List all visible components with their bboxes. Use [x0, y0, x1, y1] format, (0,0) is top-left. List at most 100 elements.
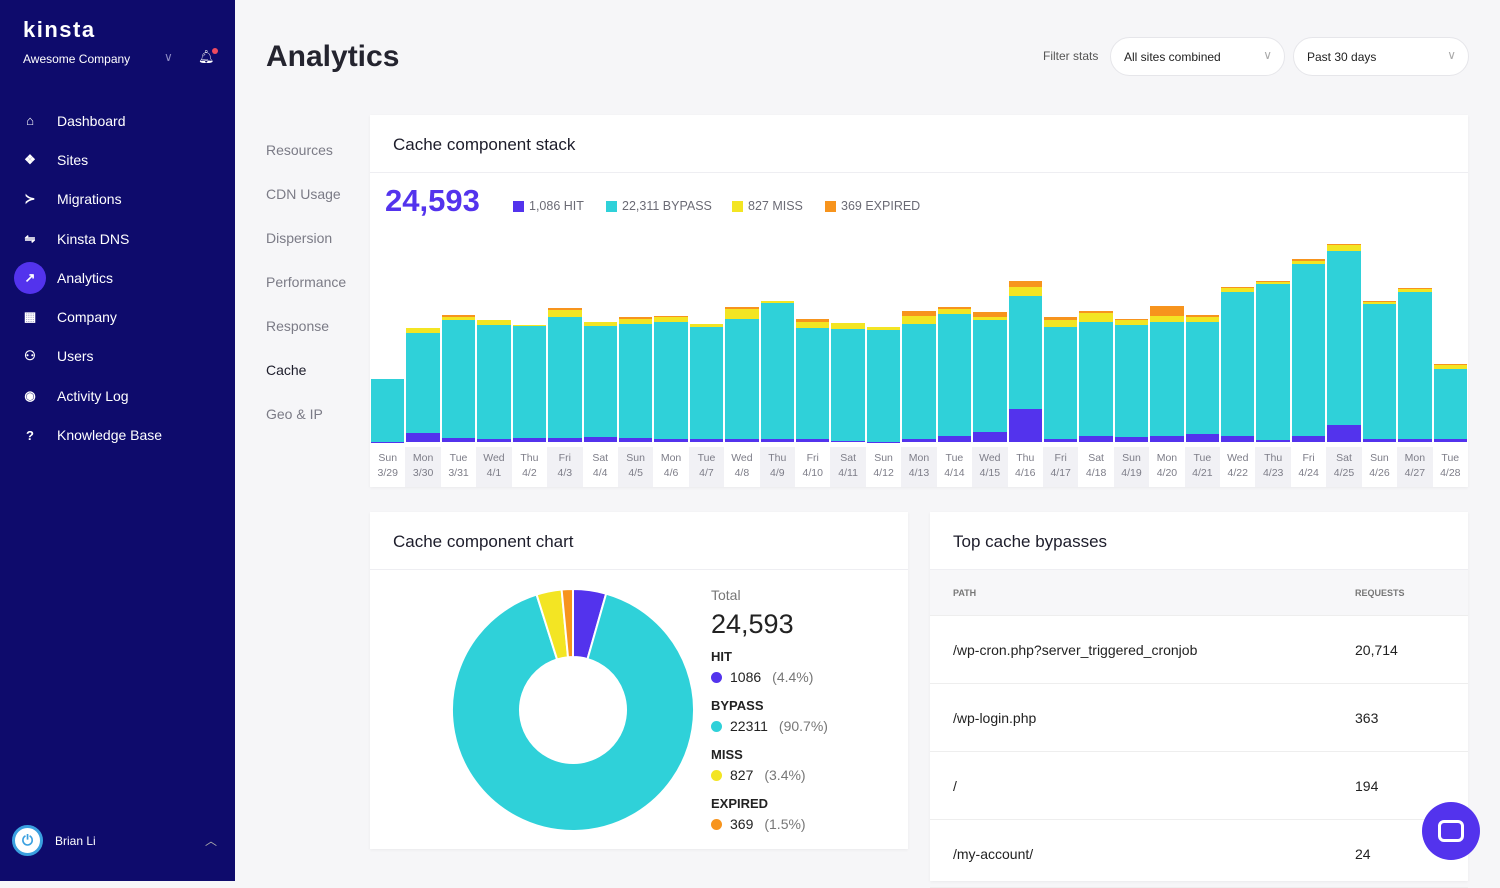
sidebar-item-activity-log[interactable]: ◉ Activity Log [0, 376, 235, 415]
bar-4/5[interactable] [618, 316, 653, 442]
bar-4/14[interactable] [937, 306, 972, 442]
legend-hit: 1,086 HIT [513, 199, 584, 213]
date-range-value: Past 30 days [1307, 50, 1377, 64]
row-requests: 363 [1355, 710, 1379, 726]
tick-day: Tue [1193, 452, 1212, 464]
sidebar-item-dashboard[interactable]: ⌂ Dashboard [0, 101, 235, 140]
tick-date: 4/19 [1121, 467, 1142, 479]
donut-slice-expired[interactable] [560, 587, 574, 659]
bar-4/15[interactable] [973, 311, 1007, 442]
sidebar-item-analytics[interactable]: ↗ Analytics [0, 258, 235, 297]
bar-4/23[interactable] [1256, 281, 1290, 442]
tab-resources[interactable]: Resources [266, 142, 333, 158]
segment-percent: (3.4%) [764, 767, 806, 783]
bar-segment-bypass [1150, 321, 1184, 436]
tick-date: 3/30 [412, 467, 434, 479]
bar-4/12[interactable] [866, 327, 901, 442]
tab-dispersion[interactable]: Dispersion [266, 230, 333, 246]
tab-performance[interactable]: Performance [266, 274, 347, 290]
bar-4/18[interactable] [1079, 310, 1113, 442]
donut-slice-bypass[interactable] [451, 592, 695, 832]
col-path: PATH [953, 588, 977, 598]
bar-4/20[interactable] [1150, 305, 1184, 442]
bar-segment-bypass [1221, 291, 1255, 436]
user-menu[interactable]: ⏻ Brian Li [12, 825, 96, 856]
bar-segment-bypass [406, 332, 440, 433]
x-tick-label: Sat 4/18 [1078, 447, 1113, 487]
table-row[interactable]: /wp-cron.php?server_triggered_cronjob 20,… [930, 616, 1468, 684]
tick-day: Thu [520, 452, 539, 464]
sidebar-item-migrations[interactable]: ≻ Migrations [0, 180, 235, 219]
chevron-up-icon[interactable]: ︿ [205, 834, 218, 848]
bar-segment-miss [689, 323, 724, 327]
chat-button[interactable] [1422, 802, 1480, 860]
bar-3/31[interactable] [441, 315, 476, 442]
legend-swatch [825, 200, 836, 212]
tick-date: 4/16 [1015, 467, 1036, 479]
bar-segment-hit [937, 435, 972, 442]
tab-geo-ip[interactable]: Geo & IP [266, 406, 323, 422]
cache-stack-card: Cache component stack 24,593 1,086 HIT 2… [370, 115, 1468, 487]
x-tick-label: Fri 4/10 [795, 447, 830, 487]
bar-4/24[interactable] [1291, 259, 1326, 442]
tab-cache[interactable]: Cache [266, 362, 307, 378]
bar-4/2[interactable] [512, 324, 547, 442]
bar-4/25[interactable] [1327, 244, 1361, 442]
bar-4/6[interactable] [654, 315, 688, 442]
site-select[interactable]: All sites combined ∨ [1110, 37, 1285, 76]
bar-4/21[interactable] [1185, 314, 1220, 442]
bar-4/11[interactable] [831, 322, 865, 442]
bar-segment-hit [371, 441, 405, 442]
tick-date: 4/3 [557, 467, 573, 479]
bar-segment-expired [1362, 300, 1397, 302]
bar-4/17[interactable] [1043, 316, 1078, 442]
bar-4/1[interactable] [477, 319, 511, 442]
bar-4/3[interactable] [548, 308, 582, 442]
chevron-down-icon: ∨ [1263, 48, 1272, 62]
kinsta-logo[interactable]: kinsta [23, 17, 96, 42]
sidebar-item-kinsta-dns[interactable]: ⇋ Kinsta DNS [0, 219, 235, 258]
bar-segment-miss [973, 316, 1007, 320]
date-range-select[interactable]: Past 30 days ∨ [1293, 37, 1469, 76]
sidebar-item-sites[interactable]: ❖ Sites [0, 140, 235, 179]
bar-segment-miss [1433, 365, 1467, 370]
bar-4/26[interactable] [1362, 300, 1397, 442]
sidebar-item-company[interactable]: ▦ Company [0, 297, 235, 336]
sidebar-item-knowledge-base[interactable]: ? Knowledge Base [0, 415, 235, 454]
bell-icon[interactable]: 🔔︎ [198, 48, 218, 65]
bar-4/22[interactable] [1221, 286, 1255, 442]
bar-4/16[interactable] [1008, 281, 1042, 442]
bar-segment-hit [1114, 436, 1149, 442]
bar-4/10[interactable] [796, 318, 830, 442]
bar-segment-bypass [689, 326, 724, 439]
bar-segment-miss [1079, 312, 1113, 322]
x-tick-label: Mon 3/30 [405, 447, 441, 487]
x-tick-label: Tue 4/28 [1433, 447, 1468, 487]
bar-3/29[interactable] [371, 378, 405, 442]
segment-name: MISS [711, 747, 743, 762]
table-row[interactable]: /my-account/24 [930, 820, 1468, 888]
sidebar-item-users[interactable]: ⚇ Users [0, 337, 235, 376]
bar-4/4[interactable] [583, 321, 617, 442]
legend-swatch [732, 200, 743, 212]
company-switcher[interactable]: Awesome Company [23, 52, 131, 66]
bar-4/27[interactable] [1398, 287, 1432, 442]
x-tick-label: Tue 4/21 [1184, 447, 1221, 487]
bar-4/19[interactable] [1114, 318, 1149, 442]
bar-segment-hit [902, 438, 936, 442]
segment-value: 369 [730, 816, 754, 832]
table-row[interactable]: / 194 [930, 752, 1468, 820]
bar-4/8[interactable] [725, 306, 759, 442]
tab-cdn-usage[interactable]: CDN Usage [266, 186, 341, 202]
bar-4/7[interactable] [689, 323, 724, 442]
bar-4/28[interactable] [1433, 364, 1467, 442]
tab-response[interactable]: Response [266, 318, 330, 334]
bar-4/13[interactable] [902, 310, 936, 442]
trend-up-icon: ↗ [14, 261, 46, 294]
x-tick-label: Wed 4/15 [972, 447, 1008, 487]
bar-4/9[interactable] [760, 300, 795, 442]
tick-date: 4/7 [699, 467, 714, 479]
bar-3/30[interactable] [406, 327, 440, 442]
chevron-down-icon[interactable]: ∨ [164, 50, 173, 64]
table-row[interactable]: /wp-login.php 363 [930, 684, 1468, 752]
